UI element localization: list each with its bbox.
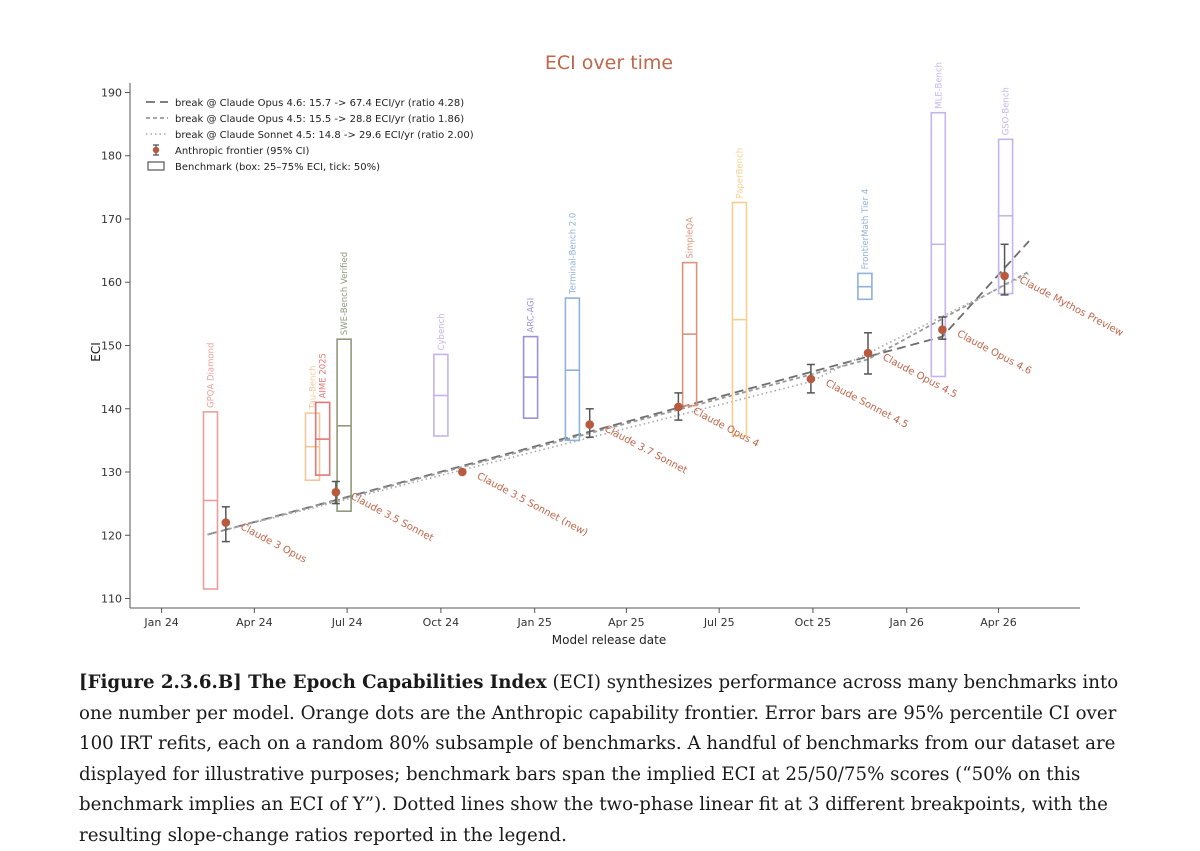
frontier-point-9: Claude Mythos Preview: [1000, 243, 1125, 339]
benchmark-label: ARC-AGI: [527, 298, 537, 333]
legend-item-3: break @ Claude Sonnet 4.5: 14.8 -> 29.6 …: [146, 130, 474, 141]
frontier-label: Claude Mythos Preview: [1017, 275, 1125, 339]
frontier-dot: [221, 518, 231, 527]
x-ticks: Jan 24 Apr 24 Jul 24 Oct 24 Jan 25 Apr 25 Jul …: [143, 608, 1017, 629]
x-tick-label: Jan 26: [888, 616, 923, 629]
frontier-label: Claude Opus 4: [691, 406, 761, 450]
frontier-dot: [585, 420, 594, 429]
y-tick-label: 160: [101, 276, 122, 289]
caption-label: [Figure 2.3.6.B] The Epoch Capabilities …: [79, 672, 547, 693]
frontier-dot: [806, 374, 816, 384]
benchmark-1: GPQA Diamond: [202, 343, 219, 590]
benchmark-3: AIME 2025: [314, 353, 331, 476]
fit-line-2: [207, 270, 1030, 536]
chart-title: ECI over time: [545, 52, 673, 74]
benchmark-label: SWE-Bench Verified: [340, 252, 350, 335]
y-tick-label: 180: [101, 150, 122, 163]
frontier-point-6: Claude Sonnet 4.5: [806, 363, 910, 431]
benchmark-12: GSO-Bench: [997, 87, 1014, 295]
frontier-label: Claude 3.7 Sonnet: [602, 424, 689, 477]
benchmark-label: PaperBench: [736, 148, 746, 199]
benchmark-label: GSO-Bench: [1002, 87, 1012, 135]
frontier-dot: [458, 467, 467, 477]
frontier-point-3: Claude 3.5 Sonnet (new): [458, 467, 590, 539]
legend: break @ Claude Opus 4.6: 15.7 -> 67.4 EC…: [146, 98, 474, 173]
benchmark-8: SimpleQA: [681, 217, 698, 407]
legend-item-1: break @ Claude Opus 4.6: 15.7 -> 67.4 EC…: [146, 98, 464, 109]
benchmark-label: Tau-Bench: [309, 366, 319, 411]
frontier-point-4: Claude 3.7 Sonnet: [585, 408, 689, 477]
benchmark-box: [564, 297, 581, 442]
figure-caption: [Figure 2.3.6.B] The Epoch Capabilities …: [79, 668, 1129, 851]
y-tick-label: 150: [101, 340, 122, 353]
legend-item-2: break @ Claude Opus 4.5: 15.5 -> 28.8 EC…: [146, 114, 464, 125]
y-tick-label: 120: [101, 529, 122, 542]
benchmark-7: Terminal-Bench 2.0: [564, 213, 581, 442]
legend-label: break @ Claude Sonnet 4.5: 14.8 -> 29.6 …: [175, 130, 474, 141]
x-tick-label: Jul 24: [331, 616, 363, 629]
x-tick-label: Apr 26: [980, 616, 1017, 629]
eci-chart: ECI over time GPQA Diamond Tau-Bench AIME …: [89, 52, 1125, 647]
y-ticks: 110 120 130 140 150 160 170 180 190: [101, 87, 130, 606]
frontier-dot: [938, 325, 947, 335]
y-tick-label: 190: [101, 87, 122, 100]
benchmark-10: FrontierMath Tier 4: [857, 189, 873, 301]
frontier-label: Claude 3.5 Sonnet: [348, 491, 435, 544]
legend-label: break @ Claude Opus 4.6: 15.7 -> 67.4 EC…: [175, 98, 464, 109]
frontier-label: Claude Sonnet 4.5: [823, 378, 910, 431]
x-tick-label: Jul 25: [703, 616, 735, 629]
x-tick-label: Apr 25: [608, 616, 645, 629]
frontier-point-5: Claude Opus 4: [674, 392, 761, 450]
legend-item-5: Benchmark (box: 25–75% ECI, tick: 50%): [147, 161, 380, 173]
benchmark-label: Terminal-Bench 2.0: [568, 213, 578, 295]
benchmark-label: Cybench: [437, 313, 447, 350]
frontier-label: Claude 3.5 Sonnet (new): [475, 471, 590, 539]
frontier-dot: [331, 487, 341, 497]
legend-label: break @ Claude Opus 4.5: 15.5 -> 28.8 EC…: [175, 114, 464, 125]
frontier-dot: [1000, 271, 1009, 281]
fit-line-1: [207, 240, 1030, 536]
frontier-label: Claude 3 Opus: [238, 522, 308, 566]
legend-item-4: Anthropic frontier (95% CI): [152, 144, 309, 157]
y-axis-label: ECI: [89, 342, 103, 362]
frontier-point-2: Claude 3.5 Sonnet: [331, 480, 435, 544]
frontier-point-1: Claude 3 Opus: [221, 506, 308, 566]
benchmark-4: SWE-Bench Verified: [336, 252, 352, 513]
benchmark-6: ARC-AGI: [522, 298, 539, 420]
benchmark-9: PaperBench: [731, 148, 748, 437]
fit-lines: [207, 240, 1030, 536]
legend-swatch: [147, 161, 165, 171]
fit-line-3: [207, 272, 1030, 536]
legend-label: Benchmark (box: 25–75% ECI, tick: 50%): [175, 162, 380, 173]
benchmark-label: GPQA Diamond: [207, 343, 217, 408]
y-tick-label: 140: [101, 403, 122, 416]
x-tick-label: Jan 25: [516, 616, 551, 629]
legend-label: Anthropic frontier (95% CI): [175, 146, 309, 157]
frontier-dot: [674, 402, 683, 412]
y-tick-label: 110: [101, 593, 122, 606]
caption-text: (ECI) synthesizes performance across man…: [79, 672, 1119, 846]
x-tick-label: Oct 25: [795, 616, 832, 629]
x-axis-label: Model release date: [552, 633, 666, 647]
benchmark-label: SimpleQA: [686, 217, 696, 259]
frontier-label: Claude Opus 4.5: [881, 352, 959, 401]
x-tick-label: Oct 24: [423, 616, 460, 629]
benchmark-boxes: GPQA Diamond Tau-Bench AIME 2025 SWE-Bench …: [202, 62, 1014, 590]
benchmark-label: MLE-Bench: [934, 62, 944, 109]
benchmark-label: FrontierMath Tier 4: [861, 189, 871, 270]
frontier-dot: [863, 348, 873, 358]
benchmark-11: MLE-Bench: [930, 62, 947, 378]
benchmark-label: AIME 2025: [319, 353, 329, 398]
x-tick-label: Apr 24: [236, 616, 273, 629]
y-tick-label: 170: [101, 213, 122, 226]
legend-swatch: [152, 146, 160, 154]
y-tick-label: 130: [101, 466, 122, 479]
benchmark-5: Cybench: [433, 313, 449, 437]
x-tick-label: Jan 24: [143, 616, 178, 629]
frontier-label: Claude Opus 4.6: [955, 329, 1033, 378]
benchmark-2: Tau-Bench: [304, 366, 321, 482]
